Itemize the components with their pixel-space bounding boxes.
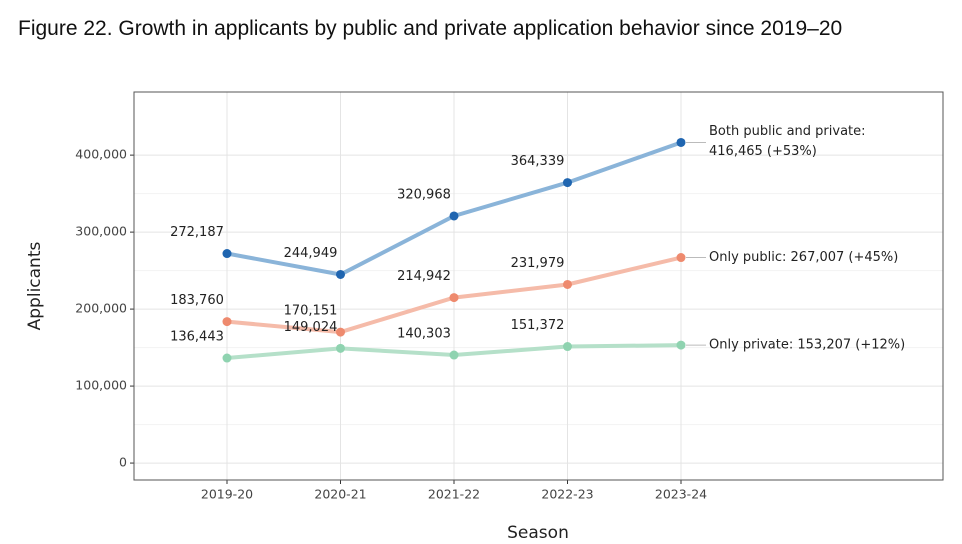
chart-title: Figure 22. Growth in applicants by publi… xyxy=(18,17,843,40)
data-point xyxy=(563,279,572,289)
data-point xyxy=(449,350,459,360)
data-label: 151,372 xyxy=(511,318,565,333)
y-axis-title: Applicants xyxy=(25,241,45,330)
data-label: 149,024 xyxy=(284,320,338,335)
x-tick-label: 2019-20 xyxy=(201,487,253,502)
data-label: 231,979 xyxy=(511,256,565,271)
y-tick-label: 300,000 xyxy=(75,224,127,239)
data-point xyxy=(676,253,686,263)
data-label: 320,968 xyxy=(397,187,451,202)
data-label: 140,303 xyxy=(397,327,451,342)
data-point xyxy=(676,340,686,350)
data-point xyxy=(563,342,572,352)
x-tick-label: 2020-21 xyxy=(314,487,366,502)
y-tick-label: 400,000 xyxy=(75,147,127,162)
data-label: 364,339 xyxy=(511,154,565,169)
data-label: 136,443 xyxy=(170,330,224,345)
x-axis-title: Season xyxy=(507,523,569,543)
x-tick-label: 2022-23 xyxy=(541,487,593,502)
end-label: 416,465 (+53%) xyxy=(709,144,817,159)
plot-border xyxy=(133,91,944,481)
end-label: Only public: 267,007 (+45%) xyxy=(709,250,898,265)
end-label: Both public and private: xyxy=(709,124,866,139)
y-tick-label: 100,000 xyxy=(75,378,127,393)
data-point xyxy=(563,178,572,188)
data-point xyxy=(336,343,345,353)
data-label: 183,760 xyxy=(170,293,224,308)
data-point xyxy=(222,353,232,363)
data-point xyxy=(222,249,232,259)
data-point xyxy=(336,269,345,279)
y-tick-label: 0 xyxy=(119,455,127,470)
data-point xyxy=(336,327,345,337)
data-point xyxy=(676,137,686,147)
data-point xyxy=(449,293,459,303)
data-label: 170,151 xyxy=(284,304,338,319)
data-label: 214,942 xyxy=(397,269,451,284)
data-label: 244,949 xyxy=(284,246,338,261)
data-label: 272,187 xyxy=(170,225,224,240)
x-tick-label: 2023-24 xyxy=(655,487,707,502)
data-point xyxy=(449,211,459,221)
y-tick-label: 200,000 xyxy=(75,301,127,316)
end-label: Only private: 153,207 (+12%) xyxy=(709,338,905,353)
x-tick-label: 2021-22 xyxy=(428,487,480,502)
data-point xyxy=(222,317,232,327)
